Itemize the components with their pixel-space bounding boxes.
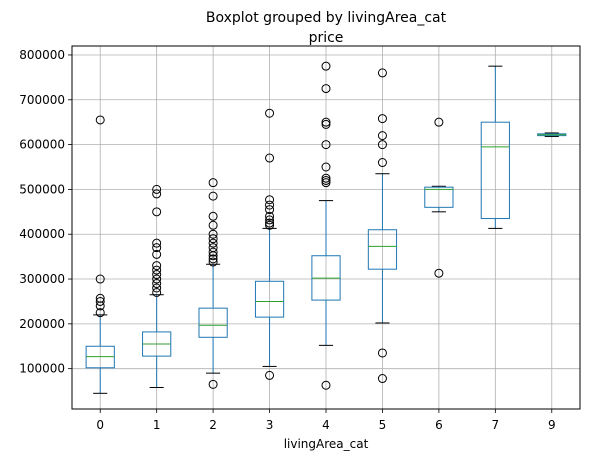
x-tick-label: 6 bbox=[435, 418, 443, 432]
outlier-point bbox=[208, 247, 218, 257]
outlier-point bbox=[95, 274, 105, 284]
box-group-6 bbox=[424, 117, 454, 278]
outlier-point bbox=[152, 274, 162, 284]
box-group-3 bbox=[254, 108, 285, 380]
outlier-point bbox=[321, 61, 331, 71]
y-tick-label: 200000 bbox=[19, 317, 65, 331]
outlier-point bbox=[321, 162, 331, 172]
y-tick-label: 100000 bbox=[19, 362, 65, 376]
box-group-2 bbox=[198, 178, 228, 389]
outlier-point bbox=[265, 218, 275, 228]
outlier-point bbox=[321, 380, 331, 390]
outlier-point bbox=[208, 191, 218, 201]
outlier-point bbox=[321, 119, 331, 129]
outlier-point bbox=[265, 220, 275, 230]
outlier-point bbox=[152, 238, 162, 248]
outlier-point bbox=[208, 211, 218, 221]
outlier-point bbox=[95, 115, 105, 125]
y-tick-label: 400000 bbox=[19, 227, 65, 241]
box-group-5 bbox=[367, 68, 398, 384]
outlier-point bbox=[265, 195, 275, 205]
outlier-point bbox=[152, 184, 162, 194]
iqr-box bbox=[198, 307, 228, 338]
outlier-point bbox=[95, 308, 105, 318]
outlier-point bbox=[152, 265, 162, 275]
outlier-point bbox=[434, 117, 444, 127]
outlier-point bbox=[152, 287, 162, 297]
iqr-box bbox=[424, 186, 454, 208]
outlier-point bbox=[95, 293, 105, 303]
outlier-point bbox=[152, 261, 162, 271]
x-tick-label: 7 bbox=[492, 418, 500, 432]
outlier-point bbox=[208, 220, 218, 230]
outlier-point bbox=[208, 257, 218, 267]
outlier-point bbox=[152, 189, 162, 199]
outlier-point bbox=[152, 243, 162, 253]
outlier-point bbox=[265, 215, 275, 225]
box-layer bbox=[85, 61, 567, 394]
y-tick-label: 700000 bbox=[19, 93, 65, 107]
box-group-4 bbox=[311, 61, 341, 390]
outlier-point bbox=[152, 207, 162, 217]
x-tick-label: 4 bbox=[322, 418, 330, 432]
y-tick-label: 500000 bbox=[19, 182, 65, 196]
iqr-box bbox=[367, 229, 398, 270]
outlier-point bbox=[321, 84, 331, 94]
outlier-point bbox=[265, 200, 275, 210]
outlier-point bbox=[265, 370, 275, 380]
outlier-point bbox=[321, 173, 331, 183]
chart-title: price bbox=[309, 30, 344, 46]
tick-layer: 100000 200000 300000 400000 500000 600000 7000… bbox=[19, 48, 555, 432]
outlier-point bbox=[208, 229, 218, 239]
outlier-point bbox=[265, 153, 275, 163]
outlier-point bbox=[152, 279, 162, 289]
x-tick-label: 3 bbox=[266, 418, 274, 432]
outlier-point bbox=[321, 178, 331, 188]
outlier-point bbox=[208, 178, 218, 188]
x-tick-label: 0 bbox=[96, 418, 104, 432]
iqr-box bbox=[480, 121, 510, 220]
y-tick-label: 800000 bbox=[19, 48, 65, 62]
outlier-point bbox=[377, 140, 387, 150]
x-tick-label: 2 bbox=[209, 418, 217, 432]
box-group-9 bbox=[537, 132, 567, 138]
outlier-point bbox=[377, 348, 387, 358]
box-group-0 bbox=[85, 115, 115, 394]
x-tick-label: 5 bbox=[379, 418, 387, 432]
outlier-point bbox=[95, 296, 105, 306]
outlier-point bbox=[265, 108, 275, 118]
outlier-point bbox=[377, 68, 387, 78]
outlier-point bbox=[434, 268, 444, 278]
y-tick-label: 300000 bbox=[19, 272, 65, 286]
outlier-point bbox=[208, 243, 218, 253]
outlier-point bbox=[208, 254, 218, 264]
x-tick-label: 1 bbox=[153, 418, 161, 432]
outlier-point bbox=[208, 379, 218, 389]
outlier-point bbox=[321, 140, 331, 150]
y-tick-label: 600000 bbox=[19, 138, 65, 152]
outlier-point bbox=[377, 158, 387, 168]
outlier-point bbox=[208, 238, 218, 248]
iqr-box bbox=[254, 280, 285, 318]
outlier-point bbox=[265, 211, 275, 221]
outlier-point bbox=[152, 270, 162, 280]
outlier-point bbox=[152, 283, 162, 293]
outlier-point bbox=[208, 234, 218, 244]
outlier-point bbox=[377, 114, 387, 124]
outlier-point bbox=[377, 131, 387, 141]
x-axis-label: livingArea_cat bbox=[284, 437, 369, 451]
outlier-point bbox=[152, 249, 162, 259]
outlier-point bbox=[265, 205, 275, 215]
outlier-point bbox=[321, 175, 331, 185]
x-tick-label: 9 bbox=[548, 418, 556, 432]
box-group-7 bbox=[480, 65, 510, 229]
chart-suptitle: Boxplot grouped by livingArea_cat bbox=[206, 10, 447, 26]
box-group-1 bbox=[142, 184, 172, 388]
outlier-point bbox=[321, 117, 331, 127]
outlier-point bbox=[377, 374, 387, 384]
